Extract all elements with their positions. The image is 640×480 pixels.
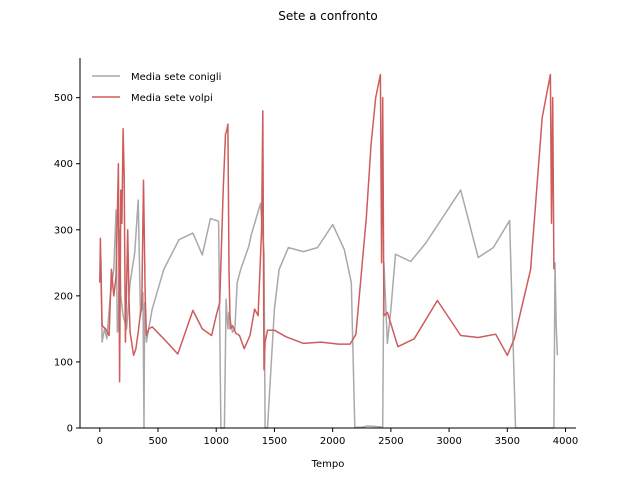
x-tick-label: 0 — [97, 436, 103, 447]
x-axis-label: Tempo — [311, 459, 345, 470]
plot-area — [99, 73, 559, 429]
y-tick-label: 500 — [54, 93, 73, 104]
y-tick-label: 400 — [54, 159, 73, 170]
x-tick-label: 1000 — [203, 436, 228, 447]
legend-label-2: Media sete volpi — [131, 93, 213, 104]
x-tick-label: 4000 — [553, 436, 578, 447]
x-tick-label: 500 — [148, 436, 167, 447]
y-tick-label: 200 — [54, 291, 73, 302]
legend: Media sete conigli Media sete volpi — [92, 72, 221, 104]
series-line-2 — [99, 73, 555, 383]
y-tick-label: 100 — [54, 357, 73, 368]
x-ticks: 0 500 1000 1500 2000 2500 3000 3500 4000 — [97, 428, 578, 447]
series-line-1 — [99, 189, 559, 429]
x-tick-label: 3500 — [495, 436, 520, 447]
x-tick-label: 2000 — [320, 436, 345, 447]
x-tick-label: 2500 — [378, 436, 403, 447]
chart-title: Sete a confronto — [278, 9, 378, 23]
x-tick-label: 3000 — [436, 436, 461, 447]
y-tick-label: 300 — [54, 225, 73, 236]
x-tick-label: 1500 — [262, 436, 287, 447]
legend-label-1: Media sete conigli — [131, 72, 221, 83]
y-ticks: 0 100 200 300 400 500 — [54, 93, 80, 435]
y-tick-label: 0 — [67, 424, 73, 435]
